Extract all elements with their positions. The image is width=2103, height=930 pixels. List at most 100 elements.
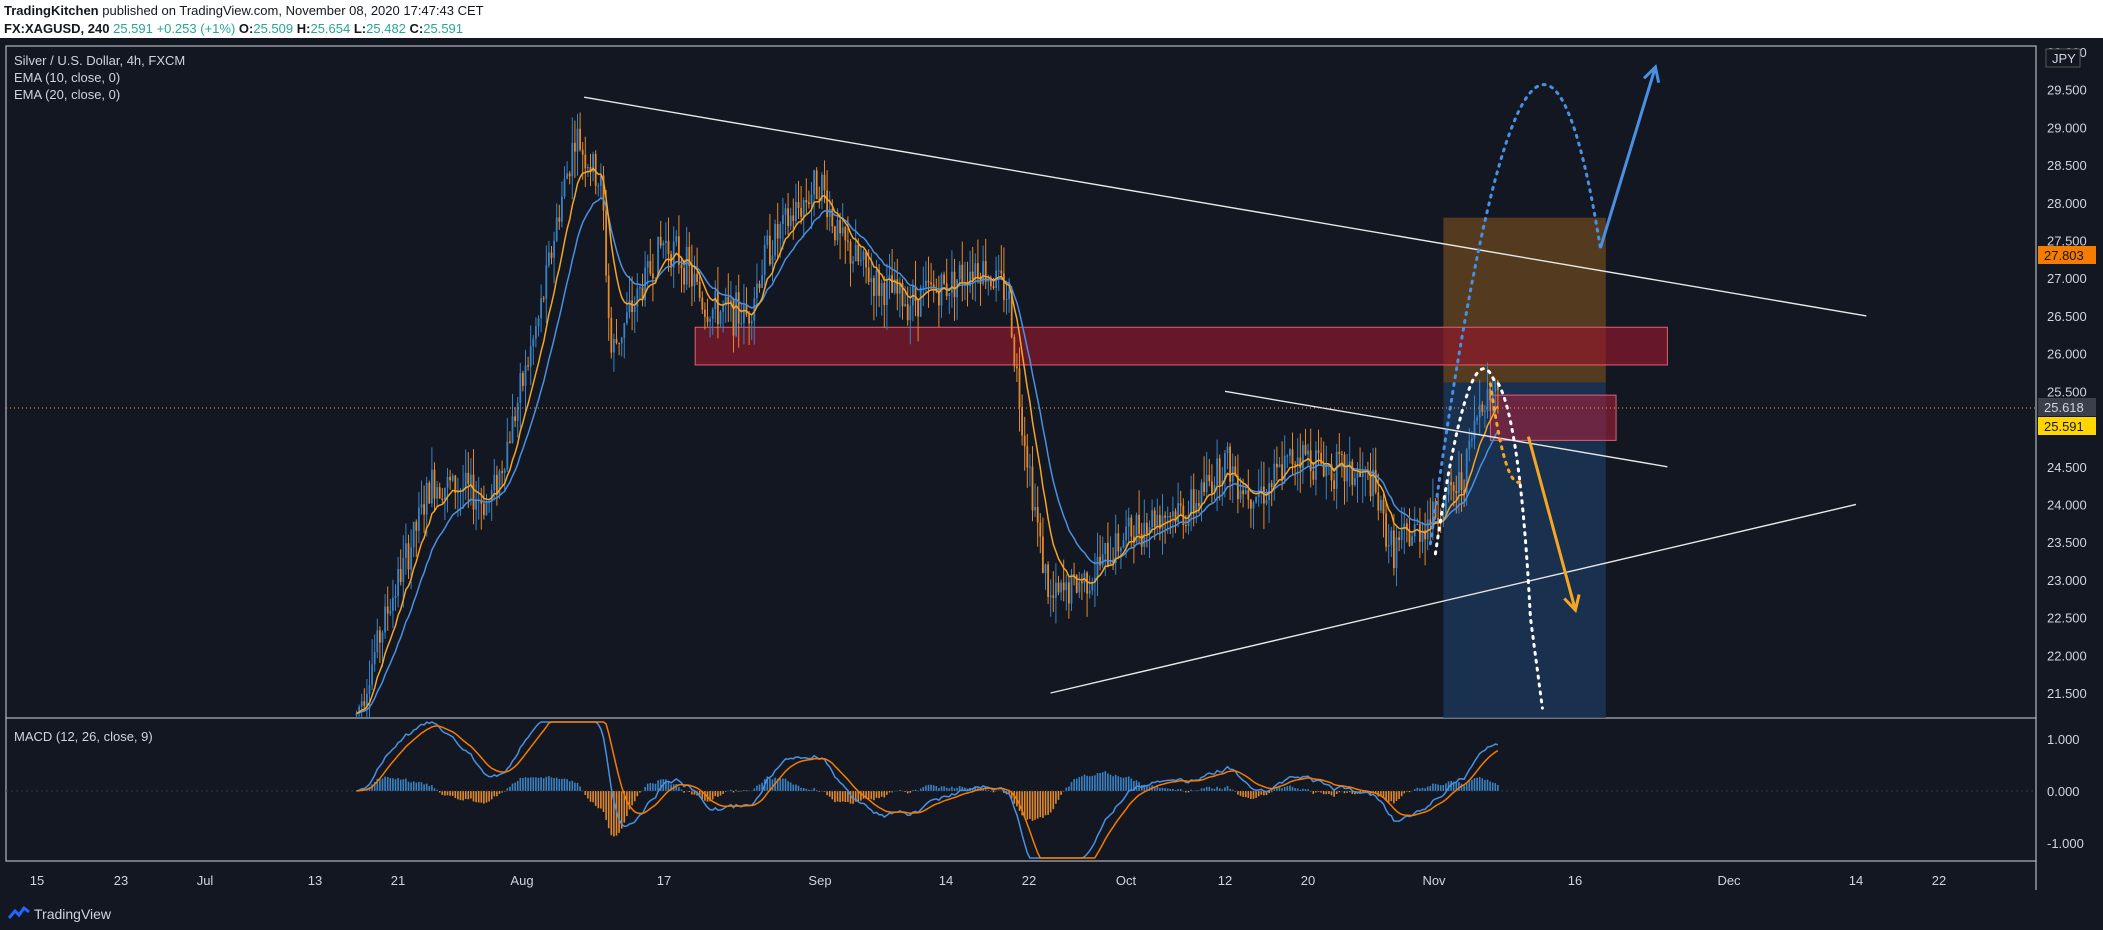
drawings-layer[interactable] — [694, 217, 1668, 718]
candle-body — [761, 275, 763, 289]
macd-histogram-bar — [1021, 791, 1023, 816]
candle-body — [906, 304, 909, 321]
macd-histogram-bar — [1120, 777, 1122, 791]
macd-histogram-bar — [1135, 780, 1138, 791]
candle-body — [1395, 537, 1398, 569]
candle-body — [532, 338, 535, 347]
candle-body — [1312, 471, 1315, 480]
macd-histogram-bar — [1133, 780, 1135, 791]
macd-histogram-bar — [1130, 778, 1133, 791]
macd-histogram-bar — [555, 777, 558, 791]
macd-histogram-bar — [683, 791, 685, 793]
footer-brand[interactable]: TradingView — [34, 906, 112, 922]
macd-histogram-bar — [1299, 789, 1302, 791]
target-price-tag-bg — [2038, 246, 2096, 264]
candle-body — [506, 441, 509, 470]
macd-histogram-bar — [1185, 791, 1187, 793]
macd-histogram-bar — [659, 779, 662, 791]
candle-body — [711, 309, 714, 319]
last-price: 25.591 — [113, 21, 153, 36]
inner-trendline[interactable] — [1224, 390, 1668, 468]
candle-body — [891, 275, 893, 293]
macd-histogram-bar — [1055, 791, 1057, 804]
candle-body — [1460, 472, 1463, 490]
orange-projection-path[interactable] — [1488, 382, 1522, 484]
macd-histogram-bar — [1221, 789, 1224, 791]
macd-histogram-bar — [1283, 786, 1286, 791]
macd-histogram-bar — [376, 778, 379, 791]
candle-body — [542, 298, 545, 300]
candle-body — [1359, 472, 1361, 478]
macd-histogram-bar — [782, 778, 784, 791]
macd-histogram-bar — [1265, 791, 1268, 796]
candle-body — [1304, 444, 1307, 455]
candle-body — [730, 300, 732, 304]
macd-histogram-bar — [1101, 772, 1104, 791]
macd-histogram-bar — [1208, 786, 1211, 791]
macd-histogram-bar — [1354, 791, 1356, 795]
candle-body — [1260, 486, 1263, 491]
macd-histogram-bar — [818, 791, 821, 792]
bearish-projection-path[interactable] — [1496, 382, 1544, 710]
candle-body — [743, 305, 745, 324]
candle-body — [1408, 530, 1411, 546]
candle-body — [1185, 525, 1187, 527]
candle-body — [1213, 485, 1216, 494]
candle-body — [774, 224, 776, 256]
candle-body — [1333, 480, 1335, 489]
candle-body — [1471, 438, 1473, 441]
price-chart[interactable]: Silver / U.S. Dollar, 4h, FXCM EMA (10, … — [0, 38, 2103, 898]
macd-histogram-bar — [771, 779, 774, 791]
bullish-arrow[interactable] — [1598, 66, 1657, 249]
white-projection-path[interactable] — [1433, 367, 1497, 556]
macd-histogram-bar — [1229, 788, 1231, 791]
publish-header: TradingKitchen published on TradingView.… — [0, 0, 2103, 38]
macd-histogram-bar — [704, 791, 706, 801]
candle-body — [1273, 463, 1276, 487]
upper-trendline[interactable] — [584, 96, 1867, 317]
author-name[interactable]: TradingKitchen — [4, 3, 99, 18]
candle-body — [997, 270, 1000, 272]
bullish-projection-path[interactable] — [1428, 83, 1602, 546]
bullish-arrow-head[interactable] — [1642, 64, 1661, 84]
macd-histogram-bar — [563, 778, 566, 791]
candle-body — [797, 201, 800, 209]
currency-badge[interactable]: JPY — [2052, 51, 2076, 66]
candle-body — [927, 280, 930, 283]
time-tick-label: 16 — [1568, 873, 1582, 888]
candle-body — [438, 487, 441, 499]
candle-body — [862, 251, 865, 261]
price-tick-label: 22.500 — [2047, 611, 2087, 626]
macd-histogram-bar — [886, 791, 888, 795]
macd-legend[interactable]: MACD (12, 26, close, 9) — [14, 729, 153, 744]
bearish-arrow-head[interactable] — [1563, 594, 1581, 614]
macd-histogram-bar — [1107, 773, 1109, 791]
macd-histogram-bar — [1187, 791, 1190, 793]
lower-trendline[interactable] — [1050, 503, 1857, 694]
small-supply-zone[interactable] — [1489, 394, 1617, 441]
candle-body — [1070, 574, 1073, 604]
time-axis-labels: 15 23 Jul 13 21 Aug 17 Sep 14 22 Oct 12 20 Nov 16 Dec 14… — [30, 873, 1946, 888]
ema20-legend[interactable]: EMA (20, close, 0) — [14, 87, 120, 102]
macd-histogram-bar — [1179, 788, 1182, 791]
candle-body — [1447, 481, 1450, 495]
macd-histogram-bar — [1408, 791, 1411, 793]
currency-badge-box[interactable] — [2045, 48, 2081, 68]
time-tick-label: 15 — [30, 873, 44, 888]
candle-body — [1463, 489, 1465, 493]
macd-histogram-bar — [1052, 791, 1055, 810]
candle-body — [1216, 458, 1218, 486]
time-tick-label: 14 — [939, 873, 953, 888]
macd-histogram-bar — [1146, 786, 1148, 791]
macd-histogram-bar — [808, 789, 810, 791]
ema10-legend[interactable]: EMA (10, close, 0) — [14, 70, 120, 85]
tradingview-logo-icon[interactable] — [8, 905, 30, 921]
price-tick-label: 22.000 — [2047, 648, 2087, 663]
overlay-layer[interactable] — [584, 64, 1867, 710]
bearish-arrow[interactable] — [1526, 436, 1577, 611]
candle-body — [641, 287, 644, 301]
macd-histogram-bar — [1424, 788, 1426, 791]
macd-histogram-bar — [431, 785, 433, 791]
candle-body — [828, 209, 831, 217]
resistance-zone[interactable] — [694, 326, 1668, 366]
